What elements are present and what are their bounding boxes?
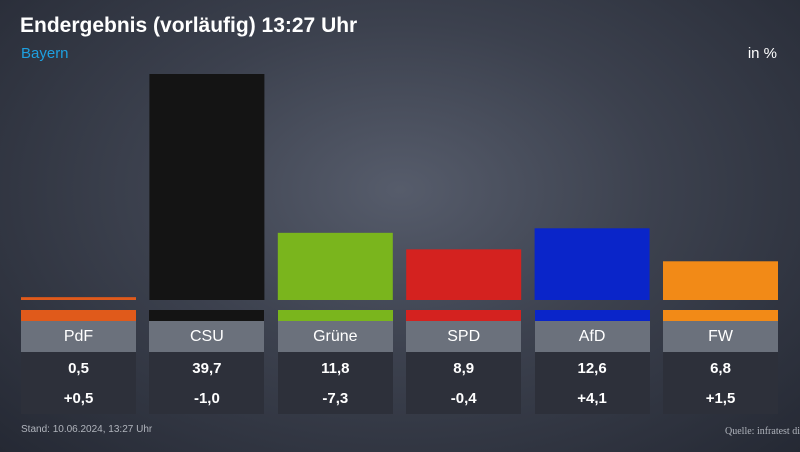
- bar-fw: [663, 261, 778, 300]
- result-value: 8,9: [453, 360, 475, 377]
- result-cell: 39,7 -1,0: [149, 352, 265, 414]
- party-label-csu: CSU: [149, 321, 265, 352]
- unit-label: in %: [747, 45, 777, 62]
- result-change: +1,5: [705, 390, 736, 407]
- bar-gr-ne: [277, 232, 393, 300]
- result-value: 6,8: [710, 360, 731, 377]
- result-value: 0,5: [68, 360, 89, 377]
- chart-title: Endergebnis (vorläufig) 13:27 Uhr: [20, 14, 358, 37]
- bar-spd: [406, 249, 522, 300]
- result-value: 12,6: [577, 360, 607, 377]
- party-color-strip: [406, 310, 522, 321]
- result-change: +0,5: [63, 390, 94, 407]
- result-value: 11,8: [321, 360, 350, 377]
- party-label-gr-ne: Grüne: [277, 321, 393, 352]
- bar-afd: [534, 228, 650, 300]
- party-label-fw: FW: [663, 321, 778, 352]
- result-cell: 12,6 +4,1: [534, 352, 650, 414]
- result-cell: 0,5 +0,5: [21, 352, 136, 414]
- bar-chart: [21, 74, 778, 300]
- party-label-spd: SPD: [406, 321, 522, 352]
- bar-pdf: [21, 297, 136, 300]
- result-change: -7,3: [322, 390, 349, 407]
- source-credit: Quelle: infratest di: [725, 426, 800, 437]
- region-subtitle: Bayern: [21, 45, 69, 62]
- party-color-strip: [663, 310, 778, 321]
- party-color-strip: [149, 310, 265, 321]
- result-change: -1,0: [193, 390, 220, 407]
- result-value: 39,7: [192, 360, 222, 377]
- stand-timestamp: Stand: 10.06.2024, 13:27 Uhr: [21, 424, 153, 435]
- result-change: +4,1: [577, 390, 607, 407]
- party-color-strip: [534, 310, 650, 321]
- bar-csu: [149, 74, 265, 300]
- party-label-pdf: PdF: [21, 321, 136, 352]
- party-label-afd: AfD: [534, 321, 650, 352]
- result-cell: 11,8 -7,3: [277, 352, 393, 414]
- result-cell: 6,8 +1,5: [663, 352, 778, 414]
- result-cell: 8,9 -0,4: [406, 352, 522, 414]
- party-color-strip: [21, 310, 136, 321]
- party-color-strip: [277, 310, 393, 321]
- result-change: -0,4: [450, 390, 477, 407]
